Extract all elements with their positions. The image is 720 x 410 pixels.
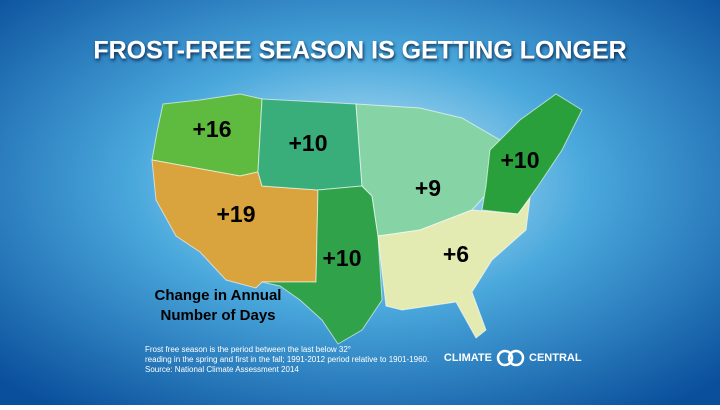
region-label: +10	[500, 147, 539, 173]
logo-icon	[496, 349, 514, 367]
title: FROST-FREE SEASON IS GETTING LONGER	[93, 37, 626, 65]
footnote: Source: National Climate Assessment 2014	[145, 365, 299, 374]
region	[481, 93, 583, 215]
footnote: Frost free season is the period between …	[145, 345, 351, 354]
region-label: +10	[288, 130, 327, 156]
legend-line: Number of Days	[160, 307, 275, 324]
footnote: reading in the spring and first in the f…	[145, 355, 429, 364]
region-label: +9	[415, 175, 441, 201]
region-label: +19	[216, 201, 255, 227]
logo-icon	[507, 349, 525, 367]
region-label: +6	[443, 241, 469, 267]
logo-text: CLIMATE	[444, 352, 492, 364]
region	[377, 196, 531, 339]
logo-text: CENTRAL	[529, 352, 582, 364]
legend-line: Change in Annual	[155, 287, 282, 304]
region-label: +16	[192, 116, 231, 142]
region-label: +10	[322, 245, 361, 271]
